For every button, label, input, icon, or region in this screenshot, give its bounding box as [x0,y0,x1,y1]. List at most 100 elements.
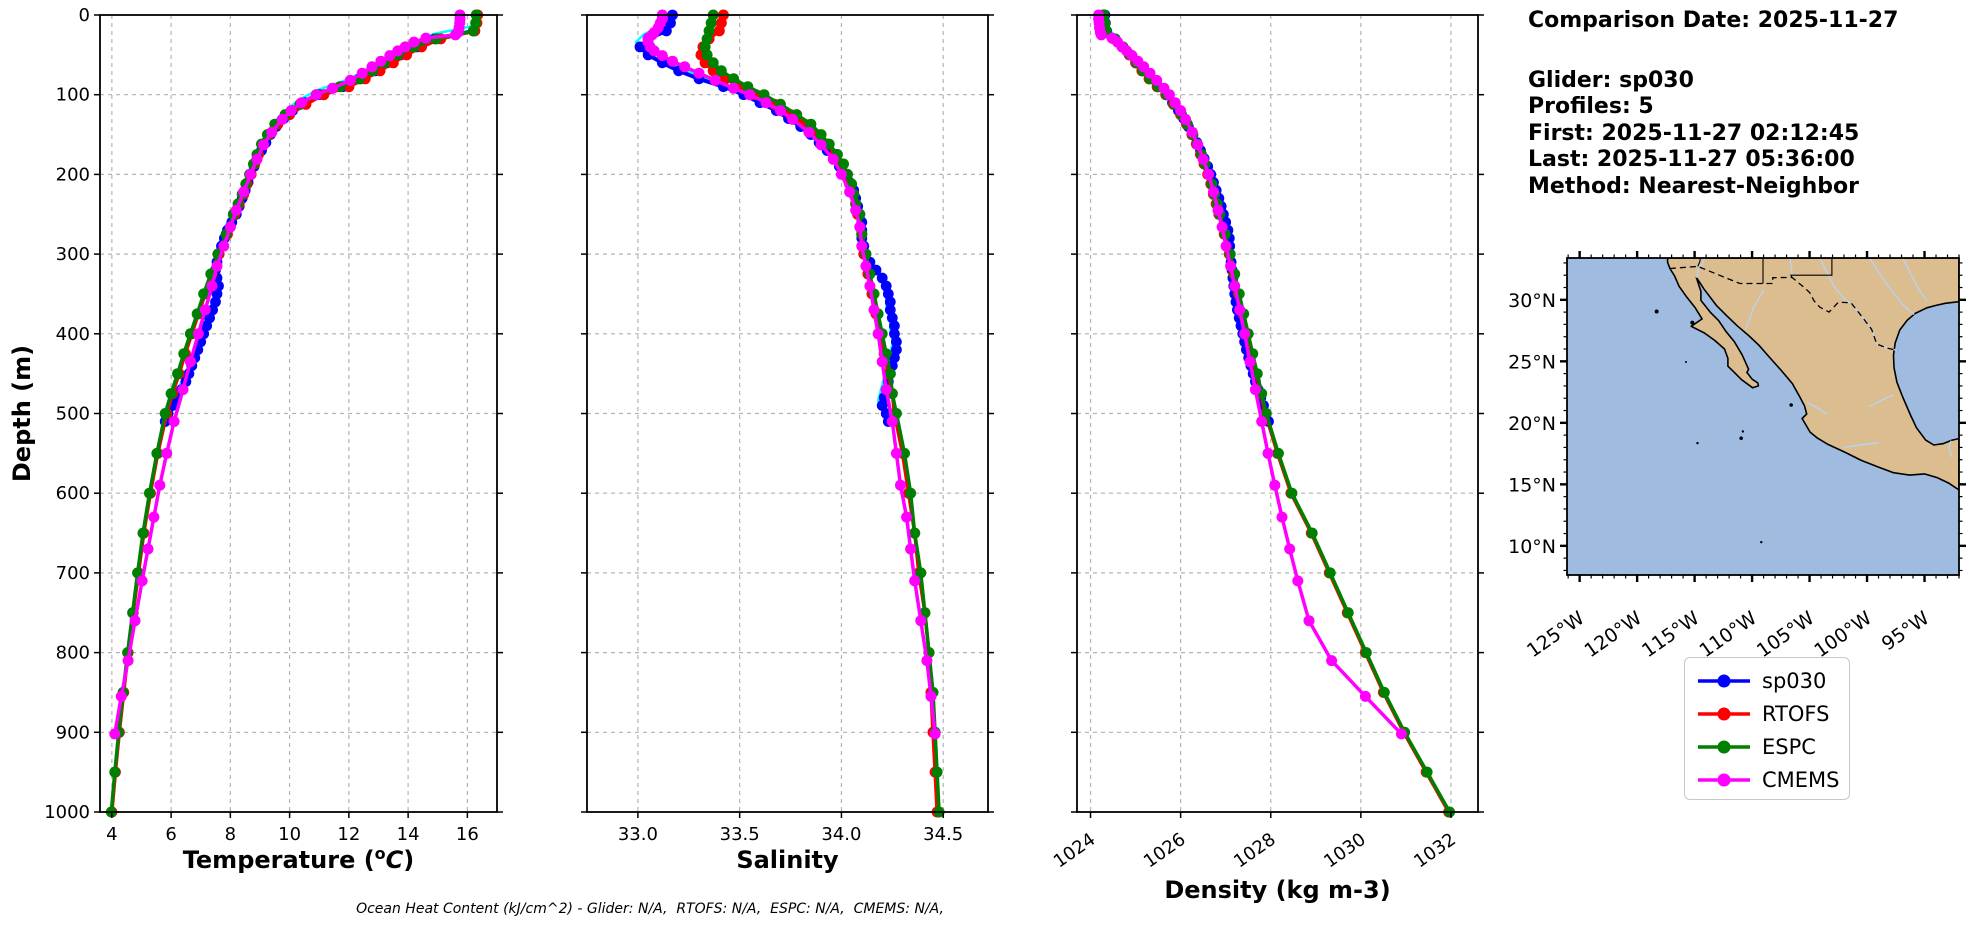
depth-tick-label: 300 [56,244,90,265]
map-land [1666,258,1959,491]
salinity-tick-label: 33.5 [720,824,760,845]
temperature-series [105,9,484,818]
map-island [1684,360,1687,363]
legend-line-marker-icon [1698,707,1750,720]
map-island [1654,309,1659,314]
map-island [1696,441,1699,445]
map-lon-tick-label: 110°W [1695,607,1761,662]
map-island [1760,540,1763,544]
map-lon-tick-label: 120°W [1580,607,1646,662]
map-lat-tick-label: 25°N [1508,351,1556,373]
map-lon-tick-label: 115°W [1638,607,1704,662]
depth-tick-label: 800 [56,643,90,664]
legend-item-sp030: sp030 [1695,664,1849,697]
map-river [1745,289,1765,330]
salinity-panel: 33.0 33.5 34.0 34.5 Salinity [581,9,994,874]
last-profile-time-text: Last: 2025-11-27 05:36:00 [1528,147,1855,172]
salinity-tick-label: 34.5 [923,824,963,845]
map-island [1789,403,1793,407]
method-text: Method: Nearest-Neighbor [1528,173,1859,199]
profiles-count-text: Profiles: 5 [1528,94,1654,119]
map-lat-tick-label: 10°N [1508,536,1556,558]
profile-plots: 4 6 8 10 12 14 16 0 100 200 300 400 500 600 700 800 900 1… [8,5,1484,904]
map-river [1868,258,1915,316]
glider-name-text: Glider: sp030 [1528,67,1694,93]
temperature-grid [100,15,497,812]
density-tick-label: 1026 [1140,829,1190,872]
temperature-tick-label: 16 [456,824,479,845]
density-tick-label: 1024 [1050,829,1100,872]
density-tick-label: 1032 [1410,829,1460,872]
series-CMEMS-temperature [109,9,466,740]
map-river [1842,441,1879,449]
map-river [1806,401,1828,415]
depth-tick-label: 600 [56,483,90,504]
temperature-tick-label: 12 [337,824,360,845]
map-lat-tick-label: 30°N [1508,290,1556,312]
depth-tick-label: 0 [79,5,90,26]
legend-line-marker-icon [1698,740,1750,753]
series-sp030-temperature [159,9,482,427]
salinity-tick-label: 34.0 [821,824,861,845]
location-map: 30°N 25°N 20°N 15°N 10°N 125°W120°W115°W110°W… [1508,251,1966,662]
temperature-tick-label: 4 [106,824,117,845]
legend: sp030 RTOFS ESPC CMEMS [1684,657,1850,800]
temperature-tick-label: 8 [225,824,236,845]
ocean-heat-content-footnote: Ocean Heat Content (kJ/cm^2) - Glider: N… [356,901,944,917]
map-lon-tick-label: 125°W [1523,607,1589,662]
depth-tick-label: 200 [56,164,90,185]
depth-tick-label: 900 [56,722,90,743]
legend-label: CMEMS [1762,767,1840,792]
legend-label: sp030 [1762,668,1827,693]
depth-axis-label: Depth (m) [8,345,36,482]
map-lon-tick-label: 105°W [1753,607,1819,662]
legend-item-ESPC: ESPC [1695,730,1849,763]
map-river [1789,258,1793,278]
map-river [1902,258,1928,302]
map-lat-tick-label: 20°N [1508,413,1556,435]
salinity-grid [587,15,988,812]
temperature-tick-label: 6 [165,824,176,845]
density-panel: 1024 1026 1028 1030 1032 Density (kg m-3) [1050,9,1484,904]
depth-tick-label: 500 [56,404,90,425]
salinity-series [634,9,945,818]
salinity-tick-label: 33.0 [618,824,658,845]
map-lon-tick-label: 95°W [1878,607,1934,655]
density-axis-label: Density (kg m-3) [1164,876,1390,904]
map-us-mexico-border [1669,265,1898,351]
map-island [1741,430,1745,433]
info-panel: Comparison Date: 2025-11-27 Glider: sp03… [1528,8,1898,200]
series-CMEMS-density [1093,9,1407,740]
salinity-axis-label: Salinity [736,846,839,874]
temperature-tick-label: 10 [278,824,301,845]
series-CMEMS-salinity [642,9,941,740]
legend-label: RTOFS [1762,701,1830,726]
legend-label: ESPC [1762,734,1816,759]
legend-item-CMEMS: CMEMS [1695,763,1849,796]
density-tick-label: 1028 [1230,829,1280,872]
map-lon-tick-label: 100°W [1810,607,1876,662]
series-sp030-raw-temperature [162,13,477,418]
map-river [1868,394,1894,408]
density-tick-label: 1030 [1320,829,1370,872]
map-river [1695,258,1706,279]
legend-line-marker-icon [1698,674,1750,687]
depth-tick-label: 1000 [44,802,90,823]
comparison-date-text: Comparison Date: 2025-11-27 [1528,8,1899,33]
depth-tick-label: 700 [56,563,90,584]
map-island [1690,320,1695,325]
temperature-tick-label: 14 [397,824,420,845]
temperature-panel: 4 6 8 10 12 14 16 0 100 200 300 400 500 600 700 800 900 1… [44,5,503,874]
depth-tick-label: 100 [56,85,90,106]
map-river [1947,440,1953,458]
map-lat-tick-label: 15°N [1508,474,1556,496]
density-series [1093,9,1456,818]
density-grid [1077,15,1478,812]
map-state-border [1790,258,1833,278]
series-sp030-raw-density [1101,13,1268,418]
legend-item-RTOFS: RTOFS [1695,697,1849,730]
map-river [1819,258,1851,304]
map-state-border [1697,258,1701,267]
temperature-axis-label: Temperature (oC) [183,844,415,874]
